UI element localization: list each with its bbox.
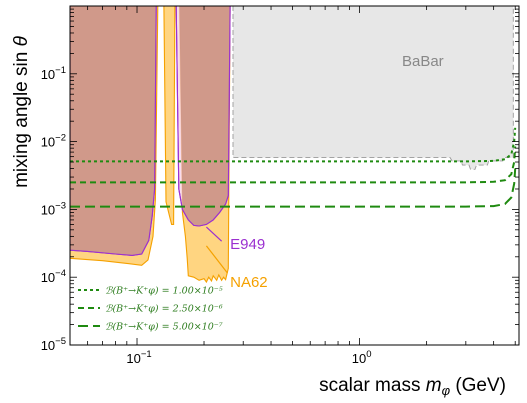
series-line-3	[70, 168, 517, 208]
legend-entry-3: ℬ(B⁺→K⁺φ) = 5.00×10⁻⁷	[105, 322, 223, 333]
region-labels: BaBar NA62 E949	[205, 53, 444, 291]
label-na62: NA62	[230, 274, 268, 291]
x-tick-label: 10−1	[126, 349, 151, 366]
region-overlap-na62-e949	[70, 6, 231, 256]
y-tick-label: 10−3	[41, 200, 66, 217]
region-babar	[233, 6, 514, 170]
legend-entry-1: ℬ(B⁺→K⁺φ) = 1.00×10⁻⁵	[105, 286, 223, 297]
y-tick-label: 10−4	[41, 268, 66, 285]
label-babar: BaBar	[402, 53, 444, 70]
region-edge-na62	[70, 6, 231, 284]
y-axis-title: mixing angle sin θ	[11, 35, 32, 188]
branching-ratio-lines	[70, 127, 517, 208]
exclusion-regions	[70, 6, 514, 284]
region-edge-e949-top	[70, 6, 231, 256]
series-line-2	[70, 146, 517, 184]
x-tick-label: 100	[352, 349, 372, 366]
plot-frame	[69, 5, 520, 346]
y-tick-label: 10−5	[41, 336, 66, 353]
series-line-1	[70, 127, 517, 163]
label-e949: E949	[230, 236, 265, 253]
y-tick-label: 10−1	[41, 65, 66, 82]
pointer-e949	[205, 226, 223, 242]
axis-ticks: 10−1 100 10−5 10−4 10−3 10−2 10−1	[41, 5, 519, 366]
pointer-na62	[205, 245, 228, 274]
x-axis-title: scalar mass mφ (GeV)	[319, 375, 506, 398]
legend: ℬ(B⁺→K⁺φ) = 1.00×10⁻⁵ ℬ(B⁺→K⁺φ) = 2.50×10…	[78, 286, 223, 333]
legend-entry-2: ℬ(B⁺→K⁺φ) = 2.50×10⁻⁶	[105, 304, 223, 315]
y-tick-label: 10−2	[41, 133, 66, 150]
